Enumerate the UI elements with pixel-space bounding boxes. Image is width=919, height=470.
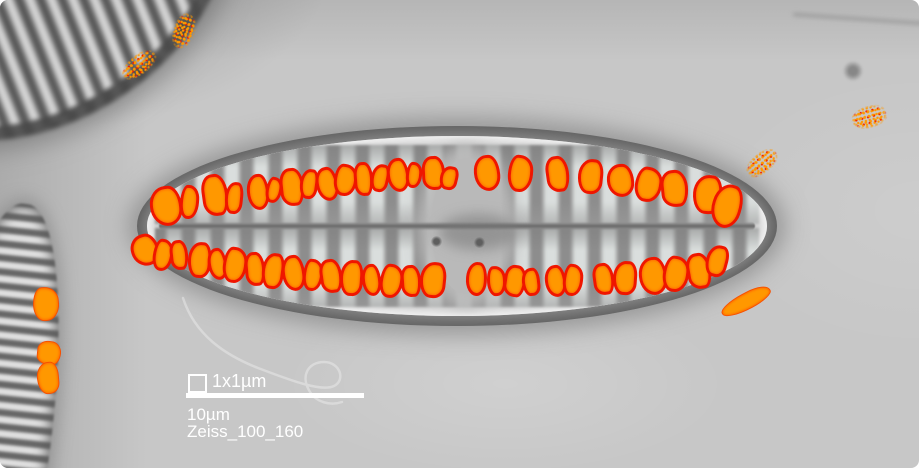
- overlay-speckle: [117, 44, 161, 86]
- overlay-blob: [575, 157, 605, 195]
- overlay-blob: [611, 260, 639, 296]
- overlay-blob: [561, 263, 585, 297]
- central-pore-right: [474, 237, 485, 248]
- overlay-blob: [418, 260, 448, 300]
- debris-dot: [843, 61, 863, 81]
- overlay-blob: [168, 239, 190, 271]
- overlay-blob: [632, 164, 664, 204]
- overlay-speckle: [741, 143, 783, 183]
- overlay-blob-solid: [31, 286, 61, 322]
- overlay-blob: [178, 184, 200, 220]
- overlay-blob: [404, 161, 424, 189]
- overlay-blob: [605, 162, 635, 198]
- overlay-blob: [338, 259, 364, 297]
- overlay-speckle: [848, 101, 890, 133]
- overlay-blob: [148, 184, 184, 228]
- overlay-blob: [590, 261, 616, 297]
- overlay-blob: [520, 267, 542, 297]
- overlay-blob-solid: [718, 280, 774, 322]
- overlay-blob: [506, 153, 534, 193]
- scalebar-length-label: 10µm: [187, 405, 230, 424]
- overlay-blob: [543, 154, 571, 194]
- overlay-blob: [464, 261, 488, 297]
- microscope-caption: Zeiss_100_160: [187, 422, 304, 441]
- overlay-speckle: [167, 10, 201, 52]
- overlay-blob: [658, 168, 690, 208]
- overlay-blob: [360, 263, 382, 297]
- scalebar-unit-square: [188, 374, 207, 393]
- scalebar-unit-label: 1x1µm: [212, 371, 267, 391]
- central-pore-left: [431, 236, 442, 247]
- scalebar-bar: [186, 393, 364, 398]
- overlay-blob: [399, 264, 423, 298]
- overlay-blob-solid: [35, 361, 61, 395]
- overlay-blob: [472, 153, 502, 193]
